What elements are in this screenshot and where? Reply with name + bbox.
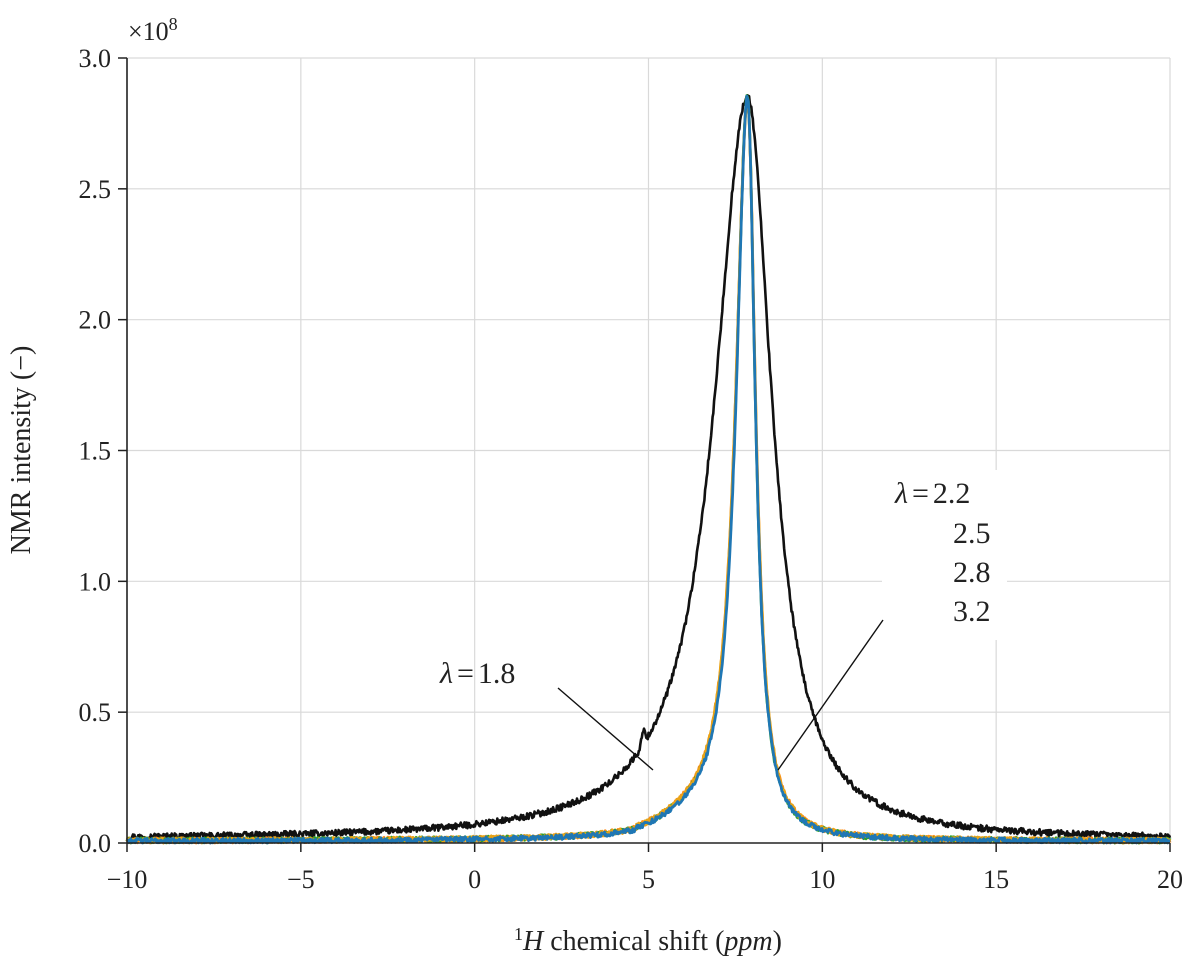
y-tick-label: 0.5 (79, 698, 112, 727)
y-multiplier: ×108 (128, 14, 178, 46)
y-tick-label: 0.0 (79, 829, 112, 858)
x-tick-label: 15 (983, 865, 1009, 894)
annotation-high-label: λ = 2.2 (894, 477, 970, 510)
y-tick-label: 3.0 (79, 44, 112, 73)
x-tick-label: 5 (642, 865, 655, 894)
y-tick-label: 1.5 (79, 437, 112, 466)
x-ticks: −10 −5 0 5 10 15 20 (107, 843, 1183, 894)
y-tick-label: 2.5 (79, 175, 112, 204)
annotation-high-leader (777, 619, 884, 771)
x-tick-label: 20 (1157, 865, 1183, 894)
x-tick-label: −10 (107, 865, 148, 894)
annotation-high-value-3: 2.8 (953, 556, 991, 589)
y-tick-label: 1.0 (79, 567, 112, 596)
x-axis-title: 1H chemical shift (ppm) (514, 924, 782, 957)
annotation-low-leader (557, 687, 654, 771)
annotation-low-label: λ = 1.8 (439, 657, 515, 690)
annotation-high-background (882, 470, 1007, 640)
y-tick-label: 2.0 (79, 306, 112, 335)
series-line-1 (125, 94, 1172, 842)
y-ticks: 0.0 0.5 1.0 1.5 2.0 2.5 3.0 (79, 44, 127, 858)
annotation-high-value-4: 3.2 (953, 595, 991, 628)
grid-lines (127, 57, 1171, 843)
y-axis-title: NMR intensity (−) (6, 346, 37, 555)
series-group (125, 94, 1172, 845)
series-line-5 (126, 94, 1171, 845)
annotation-high-value-2: 2.5 (953, 517, 991, 550)
x-tick-label: 10 (809, 865, 835, 894)
x-tick-label: 0 (468, 865, 481, 894)
x-tick-label: −5 (287, 865, 315, 894)
